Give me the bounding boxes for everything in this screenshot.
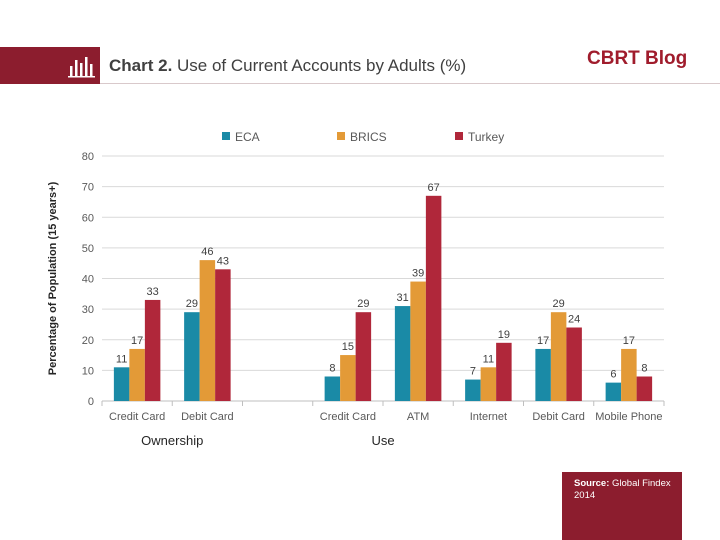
group-label: Use bbox=[371, 433, 394, 448]
data-label: 29 bbox=[553, 298, 565, 310]
x-tick-label: ATM bbox=[407, 411, 429, 423]
data-label: 24 bbox=[568, 314, 580, 326]
legend-swatch bbox=[455, 132, 463, 140]
bar-eca bbox=[113, 367, 130, 401]
header-band bbox=[0, 47, 100, 84]
bar-turkey bbox=[144, 299, 161, 401]
x-tick-label: Credit Card bbox=[320, 411, 376, 423]
y-tick-label: 80 bbox=[82, 151, 94, 163]
title-text: Use of Current Accounts by Adults (%) bbox=[172, 56, 467, 75]
legend-label: Turkey bbox=[468, 130, 504, 144]
data-label: 15 bbox=[342, 341, 354, 353]
y-tick-label: 40 bbox=[82, 274, 94, 286]
x-tick-label: Mobile Phone bbox=[595, 411, 662, 423]
data-label: 11 bbox=[116, 353, 127, 365]
bar-eca bbox=[535, 348, 551, 401]
data-label: 17 bbox=[623, 335, 635, 347]
legend-swatch bbox=[222, 132, 230, 140]
bar-brics bbox=[340, 355, 356, 401]
data-label: 29 bbox=[186, 298, 198, 310]
y-tick-label: 10 bbox=[82, 365, 94, 377]
bar-eca bbox=[394, 306, 411, 401]
data-label: 19 bbox=[498, 329, 510, 341]
data-label: 17 bbox=[131, 335, 143, 347]
bar-chart-icon bbox=[68, 57, 95, 78]
bar-eca bbox=[324, 376, 341, 401]
source-label: Source: bbox=[574, 478, 610, 489]
legend-swatch bbox=[337, 132, 345, 140]
bar-eca bbox=[605, 382, 622, 401]
page-title: Chart 2. Use of Current Accounts by Adul… bbox=[109, 56, 466, 76]
bar-brics bbox=[129, 348, 145, 401]
bar-brics bbox=[199, 260, 216, 401]
data-label: 6 bbox=[610, 369, 616, 381]
data-label: 46 bbox=[201, 246, 213, 258]
data-label: 43 bbox=[217, 255, 229, 267]
bar-eca bbox=[184, 312, 200, 401]
bar-turkey bbox=[566, 327, 582, 401]
bar-brics bbox=[410, 281, 426, 401]
y-tick-label: 60 bbox=[82, 212, 94, 224]
y-tick-label: 20 bbox=[82, 335, 94, 347]
bar-turkey bbox=[355, 312, 372, 401]
x-tick-label: Debit Card bbox=[181, 411, 234, 423]
header-rule bbox=[100, 83, 720, 84]
x-tick-label: Credit Card bbox=[109, 411, 165, 423]
data-label: 39 bbox=[412, 268, 424, 280]
bar-brics bbox=[550, 312, 567, 401]
title-bold: Chart 2. bbox=[109, 56, 173, 75]
blog-brand: CBRT Blog bbox=[587, 48, 688, 69]
data-label: 67 bbox=[428, 182, 440, 194]
bar-brics bbox=[621, 348, 637, 401]
y-axis-label: Percentage of Population (15 years+) bbox=[47, 181, 59, 375]
data-label: 8 bbox=[329, 363, 335, 375]
y-tick-label: 30 bbox=[82, 304, 94, 316]
bar-turkey bbox=[215, 269, 231, 401]
data-label: 11 bbox=[483, 353, 494, 365]
bar-turkey bbox=[496, 342, 512, 401]
data-label: 7 bbox=[470, 366, 476, 378]
x-tick-label: Internet bbox=[470, 411, 507, 423]
data-label: 8 bbox=[641, 363, 647, 375]
data-label: 17 bbox=[537, 335, 549, 347]
bar-turkey bbox=[425, 195, 442, 401]
y-tick-label: 50 bbox=[82, 243, 94, 255]
legend-label: BRICS bbox=[350, 130, 387, 144]
x-tick-label: Debit Card bbox=[532, 411, 585, 423]
y-tick-label: 70 bbox=[82, 182, 94, 194]
bar-eca bbox=[465, 379, 481, 401]
source-text: Global Findex 2014 bbox=[574, 478, 671, 502]
data-label: 33 bbox=[147, 286, 159, 298]
group-label: Ownership bbox=[141, 433, 203, 448]
data-label: 29 bbox=[357, 298, 369, 310]
data-label: 31 bbox=[397, 292, 409, 304]
legend-label: ECA bbox=[235, 130, 260, 144]
source-box: Source: Global Findex 2014 bbox=[562, 472, 682, 540]
bar-brics bbox=[480, 367, 497, 401]
y-tick-label: 0 bbox=[88, 396, 94, 408]
bar-turkey bbox=[636, 376, 653, 401]
